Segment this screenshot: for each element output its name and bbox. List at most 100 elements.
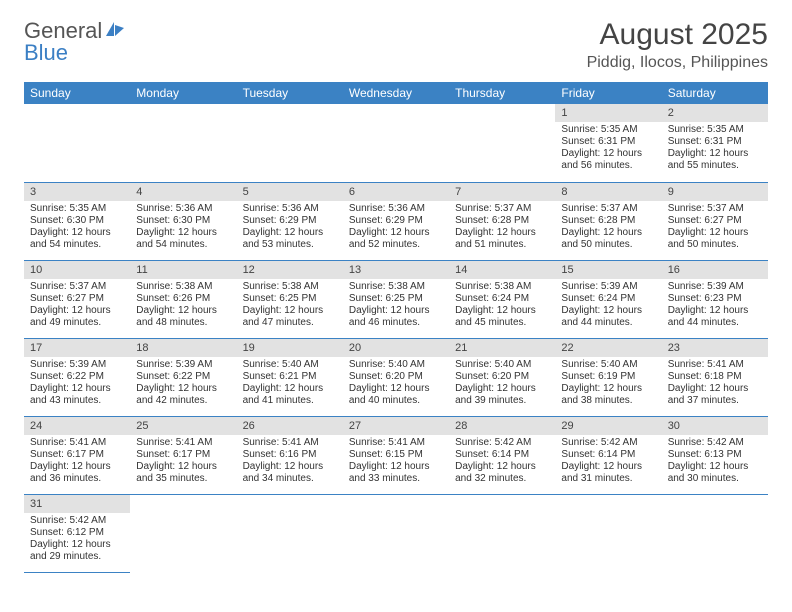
day-body: Sunrise: 5:38 AMSunset: 6:25 PMDaylight:… [237, 279, 343, 333]
calendar-cell: 1Sunrise: 5:35 AMSunset: 6:31 PMDaylight… [555, 104, 661, 182]
day-body: Sunrise: 5:37 AMSunset: 6:27 PMDaylight:… [662, 201, 768, 255]
day-number: 7 [449, 183, 555, 201]
day-number: 30 [662, 417, 768, 435]
sunrise-text: Sunrise: 5:35 AM [561, 124, 655, 136]
sunrise-text: Sunrise: 5:38 AM [455, 281, 549, 293]
calendar-row: 31Sunrise: 5:42 AMSunset: 6:12 PMDayligh… [24, 494, 768, 572]
header: General August 2025 Piddig, Ilocos, Phil… [24, 18, 768, 72]
daylight-text: Daylight: 12 hours and 54 minutes. [30, 227, 124, 251]
sunrise-text: Sunrise: 5:39 AM [30, 359, 124, 371]
sunset-text: Sunset: 6:30 PM [136, 215, 230, 227]
day-number: 19 [237, 339, 343, 357]
day-body: Sunrise: 5:37 AMSunset: 6:28 PMDaylight:… [555, 201, 661, 255]
daylight-text: Daylight: 12 hours and 47 minutes. [243, 305, 337, 329]
calendar-cell: 24Sunrise: 5:41 AMSunset: 6:17 PMDayligh… [24, 416, 130, 494]
sunset-text: Sunset: 6:14 PM [455, 449, 549, 461]
sunrise-text: Sunrise: 5:38 AM [349, 281, 443, 293]
sunset-text: Sunset: 6:17 PM [136, 449, 230, 461]
sunrise-text: Sunrise: 5:38 AM [243, 281, 337, 293]
weekday-header: Friday [555, 82, 661, 104]
calendar-cell: 15Sunrise: 5:39 AMSunset: 6:24 PMDayligh… [555, 260, 661, 338]
calendar-row: 17Sunrise: 5:39 AMSunset: 6:22 PMDayligh… [24, 338, 768, 416]
day-number: 6 [343, 183, 449, 201]
sunset-text: Sunset: 6:22 PM [30, 371, 124, 383]
weekday-header: Wednesday [343, 82, 449, 104]
day-number: 13 [343, 261, 449, 279]
day-number: 24 [24, 417, 130, 435]
day-body: Sunrise: 5:41 AMSunset: 6:17 PMDaylight:… [24, 435, 130, 489]
day-body: Sunrise: 5:35 AMSunset: 6:31 PMDaylight:… [555, 122, 661, 176]
daylight-text: Daylight: 12 hours and 51 minutes. [455, 227, 549, 251]
calendar-cell [343, 494, 449, 572]
sunset-text: Sunset: 6:31 PM [668, 136, 762, 148]
sunrise-text: Sunrise: 5:40 AM [455, 359, 549, 371]
sunset-text: Sunset: 6:25 PM [349, 293, 443, 305]
day-body: Sunrise: 5:42 AMSunset: 6:14 PMDaylight:… [449, 435, 555, 489]
day-body: Sunrise: 5:38 AMSunset: 6:25 PMDaylight:… [343, 279, 449, 333]
sunset-text: Sunset: 6:29 PM [349, 215, 443, 227]
daylight-text: Daylight: 12 hours and 36 minutes. [30, 461, 124, 485]
sunrise-text: Sunrise: 5:41 AM [349, 437, 443, 449]
calendar-cell: 29Sunrise: 5:42 AMSunset: 6:14 PMDayligh… [555, 416, 661, 494]
day-number: 15 [555, 261, 661, 279]
day-body: Sunrise: 5:40 AMSunset: 6:19 PMDaylight:… [555, 357, 661, 411]
calendar-row: 10Sunrise: 5:37 AMSunset: 6:27 PMDayligh… [24, 260, 768, 338]
sunset-text: Sunset: 6:31 PM [561, 136, 655, 148]
sunset-text: Sunset: 6:27 PM [668, 215, 762, 227]
calendar-cell: 11Sunrise: 5:38 AMSunset: 6:26 PMDayligh… [130, 260, 236, 338]
daylight-text: Daylight: 12 hours and 41 minutes. [243, 383, 337, 407]
day-body: Sunrise: 5:35 AMSunset: 6:30 PMDaylight:… [24, 201, 130, 255]
daylight-text: Daylight: 12 hours and 43 minutes. [30, 383, 124, 407]
calendar-cell: 3Sunrise: 5:35 AMSunset: 6:30 PMDaylight… [24, 182, 130, 260]
sunrise-text: Sunrise: 5:37 AM [561, 203, 655, 215]
weekday-header: Thursday [449, 82, 555, 104]
sunrise-text: Sunrise: 5:35 AM [668, 124, 762, 136]
sunset-text: Sunset: 6:18 PM [668, 371, 762, 383]
sunset-text: Sunset: 6:25 PM [243, 293, 337, 305]
calendar-cell: 22Sunrise: 5:40 AMSunset: 6:19 PMDayligh… [555, 338, 661, 416]
day-number: 20 [343, 339, 449, 357]
daylight-text: Daylight: 12 hours and 37 minutes. [668, 383, 762, 407]
daylight-text: Daylight: 12 hours and 29 minutes. [30, 539, 124, 563]
day-number: 29 [555, 417, 661, 435]
sunrise-text: Sunrise: 5:41 AM [136, 437, 230, 449]
calendar-cell [662, 494, 768, 572]
calendar-cell: 8Sunrise: 5:37 AMSunset: 6:28 PMDaylight… [555, 182, 661, 260]
sunset-text: Sunset: 6:28 PM [455, 215, 549, 227]
calendar-cell: 12Sunrise: 5:38 AMSunset: 6:25 PMDayligh… [237, 260, 343, 338]
sunset-text: Sunset: 6:29 PM [243, 215, 337, 227]
sunset-text: Sunset: 6:30 PM [30, 215, 124, 227]
calendar-cell [449, 104, 555, 182]
sunrise-text: Sunrise: 5:42 AM [668, 437, 762, 449]
calendar-cell [449, 494, 555, 572]
daylight-text: Daylight: 12 hours and 54 minutes. [136, 227, 230, 251]
calendar-cell: 17Sunrise: 5:39 AMSunset: 6:22 PMDayligh… [24, 338, 130, 416]
day-number: 10 [24, 261, 130, 279]
sunrise-text: Sunrise: 5:41 AM [30, 437, 124, 449]
sunrise-text: Sunrise: 5:40 AM [243, 359, 337, 371]
day-body: Sunrise: 5:42 AMSunset: 6:13 PMDaylight:… [662, 435, 768, 489]
sunset-text: Sunset: 6:19 PM [561, 371, 655, 383]
sunrise-text: Sunrise: 5:39 AM [668, 281, 762, 293]
calendar-cell [237, 104, 343, 182]
daylight-text: Daylight: 12 hours and 39 minutes. [455, 383, 549, 407]
sunset-text: Sunset: 6:21 PM [243, 371, 337, 383]
sail-icon [104, 18, 126, 44]
calendar-cell: 10Sunrise: 5:37 AMSunset: 6:27 PMDayligh… [24, 260, 130, 338]
sunrise-text: Sunrise: 5:37 AM [668, 203, 762, 215]
daylight-text: Daylight: 12 hours and 31 minutes. [561, 461, 655, 485]
calendar-cell: 25Sunrise: 5:41 AMSunset: 6:17 PMDayligh… [130, 416, 236, 494]
daylight-text: Daylight: 12 hours and 55 minutes. [668, 148, 762, 172]
weekday-header: Sunday [24, 82, 130, 104]
calendar-row: 3Sunrise: 5:35 AMSunset: 6:30 PMDaylight… [24, 182, 768, 260]
day-body: Sunrise: 5:39 AMSunset: 6:23 PMDaylight:… [662, 279, 768, 333]
calendar-table: SundayMondayTuesdayWednesdayThursdayFrid… [24, 82, 768, 573]
sunset-text: Sunset: 6:20 PM [349, 371, 443, 383]
weekday-header: Saturday [662, 82, 768, 104]
day-body: Sunrise: 5:36 AMSunset: 6:30 PMDaylight:… [130, 201, 236, 255]
day-number: 8 [555, 183, 661, 201]
day-number: 18 [130, 339, 236, 357]
calendar-cell [555, 494, 661, 572]
calendar-cell: 14Sunrise: 5:38 AMSunset: 6:24 PMDayligh… [449, 260, 555, 338]
day-body: Sunrise: 5:42 AMSunset: 6:14 PMDaylight:… [555, 435, 661, 489]
